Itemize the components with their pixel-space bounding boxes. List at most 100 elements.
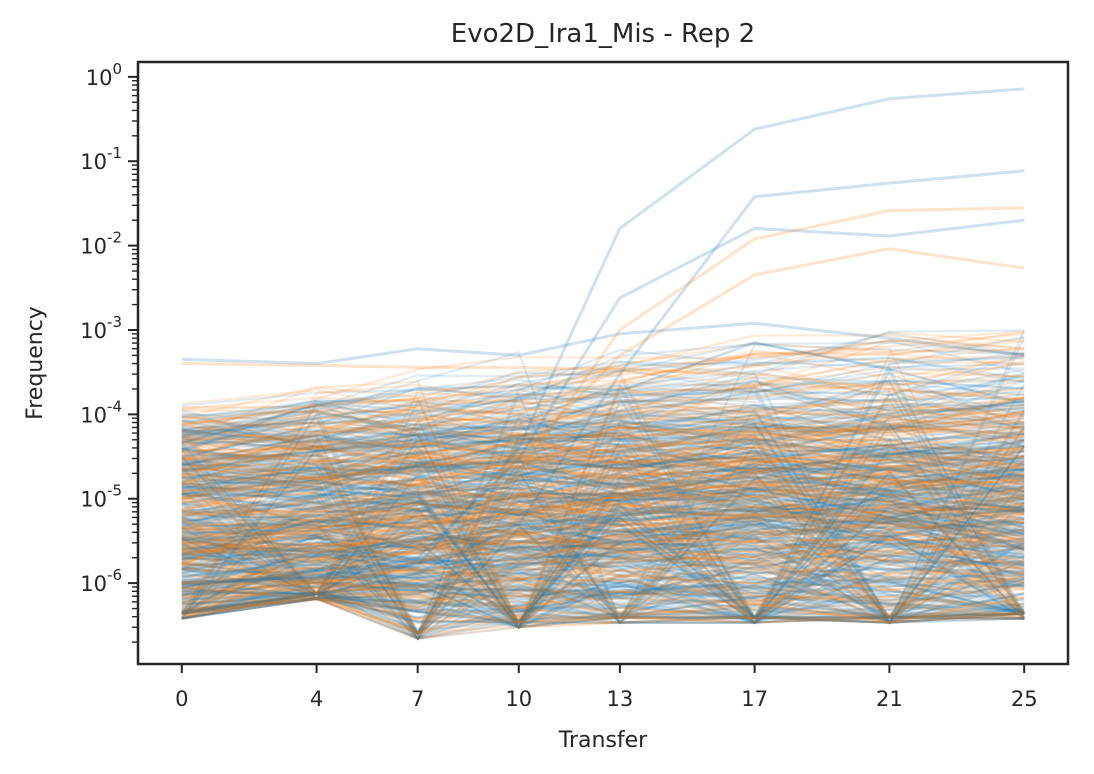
frequency-line (181, 410, 1025, 453)
frequency-line (181, 411, 1025, 629)
frequency-line (181, 498, 1025, 625)
frequency-line (181, 457, 1025, 504)
frequency-line (181, 540, 1025, 612)
frequency-line (181, 492, 1025, 537)
frequency-line (180, 387, 1025, 596)
frequency-line (181, 597, 1025, 624)
frequency-line (181, 439, 1025, 544)
frequency-line (181, 507, 1025, 608)
frequency-line (181, 460, 1025, 597)
frequency-line (181, 367, 1025, 625)
frequency-line (181, 574, 1025, 629)
frequency-line (181, 491, 1025, 636)
frequency-line (181, 551, 1025, 615)
frequency-line (181, 454, 1025, 498)
frequency-line (181, 435, 1025, 493)
frequency-line (181, 563, 1025, 629)
frequency-line (181, 466, 1026, 625)
frequency-line (181, 521, 1025, 641)
frequency-line (181, 519, 1025, 624)
frequency-line (181, 422, 1026, 620)
frequency-line (181, 512, 1025, 596)
frequency-line (181, 448, 1025, 498)
frequency-line (181, 476, 1025, 512)
frequency-line (181, 494, 1025, 587)
frequency-line (181, 521, 1025, 609)
frequency-line (181, 440, 1025, 479)
frequency-line (181, 530, 1025, 620)
frequency-line (181, 409, 1025, 567)
frequency-line (181, 565, 1025, 598)
frequency-line (181, 515, 1025, 612)
frequency-line (181, 467, 1025, 624)
frequency-line (181, 422, 1025, 641)
frequency-line (181, 410, 1025, 464)
frequency-line (181, 386, 1025, 625)
frequency-line (181, 487, 1025, 555)
frequency-line (181, 497, 1025, 615)
frequency-line (181, 526, 1025, 588)
frequency-line (181, 530, 1025, 594)
frequency-line (181, 567, 1025, 609)
frequency-line (181, 535, 1025, 616)
frequency-line (181, 590, 1025, 624)
frequency-line (181, 559, 1025, 629)
frequency-line (181, 409, 1026, 625)
frequency-line (181, 553, 1025, 612)
frequency-line (181, 437, 1025, 624)
frequency-line (181, 512, 1025, 567)
frequency-line (181, 400, 1025, 528)
y-tick-label: 10-1 (80, 144, 122, 174)
frequency-line (181, 505, 1025, 564)
frequency-line (181, 421, 1025, 463)
frequency-line (181, 421, 1025, 464)
frequency-line (181, 513, 1025, 551)
frequency-line (181, 487, 1025, 620)
frequency-line (181, 583, 1025, 619)
frequency-line (181, 442, 1026, 625)
frequency-line (181, 456, 1025, 596)
frequency-line (181, 419, 1025, 455)
frequency-line (181, 457, 1025, 490)
frequency-line (181, 442, 1025, 636)
frequency-line (181, 571, 1025, 615)
frequency-line (181, 341, 1025, 423)
frequency-line (181, 450, 1025, 513)
frequency-line (181, 437, 1025, 512)
x-tick-label: 4 (310, 687, 323, 711)
frequency-line (181, 507, 1025, 619)
frequency-line (181, 581, 1025, 640)
frequency-line (181, 410, 1026, 625)
frequency-line (181, 522, 1025, 571)
frequency-line (181, 381, 1026, 630)
frequency-line (181, 456, 1025, 499)
frequency-line (181, 479, 1025, 620)
frequency-line (181, 552, 1025, 620)
frequency-line (181, 541, 1025, 635)
frequency-line (181, 218, 1025, 585)
frequency-line (181, 485, 1025, 629)
frequency-line (181, 425, 1025, 475)
frequency-line (181, 418, 1025, 488)
frequency-line (181, 466, 1025, 551)
frequency-line (181, 597, 1025, 625)
frequency-line (181, 591, 1025, 629)
frequency-line (181, 507, 1025, 624)
frequency-line (181, 465, 1025, 601)
frequency-line (181, 468, 1025, 625)
frequency-line (181, 456, 1025, 532)
frequency-line (181, 553, 1025, 619)
frequency-line (181, 511, 1025, 620)
frequency-line (181, 389, 1025, 625)
y-tick-label: 10-5 (80, 482, 122, 512)
frequency-line (181, 422, 1026, 620)
frequency-line (181, 580, 1025, 619)
frequency-line (181, 351, 1025, 630)
frequency-line (181, 403, 1026, 615)
frequency-line (181, 583, 1025, 620)
frequency-line (181, 500, 1025, 619)
frequency-line (181, 449, 1025, 505)
frequency-line (181, 592, 1025, 625)
frequency-line (181, 336, 1026, 626)
frequency-line (181, 446, 1025, 641)
